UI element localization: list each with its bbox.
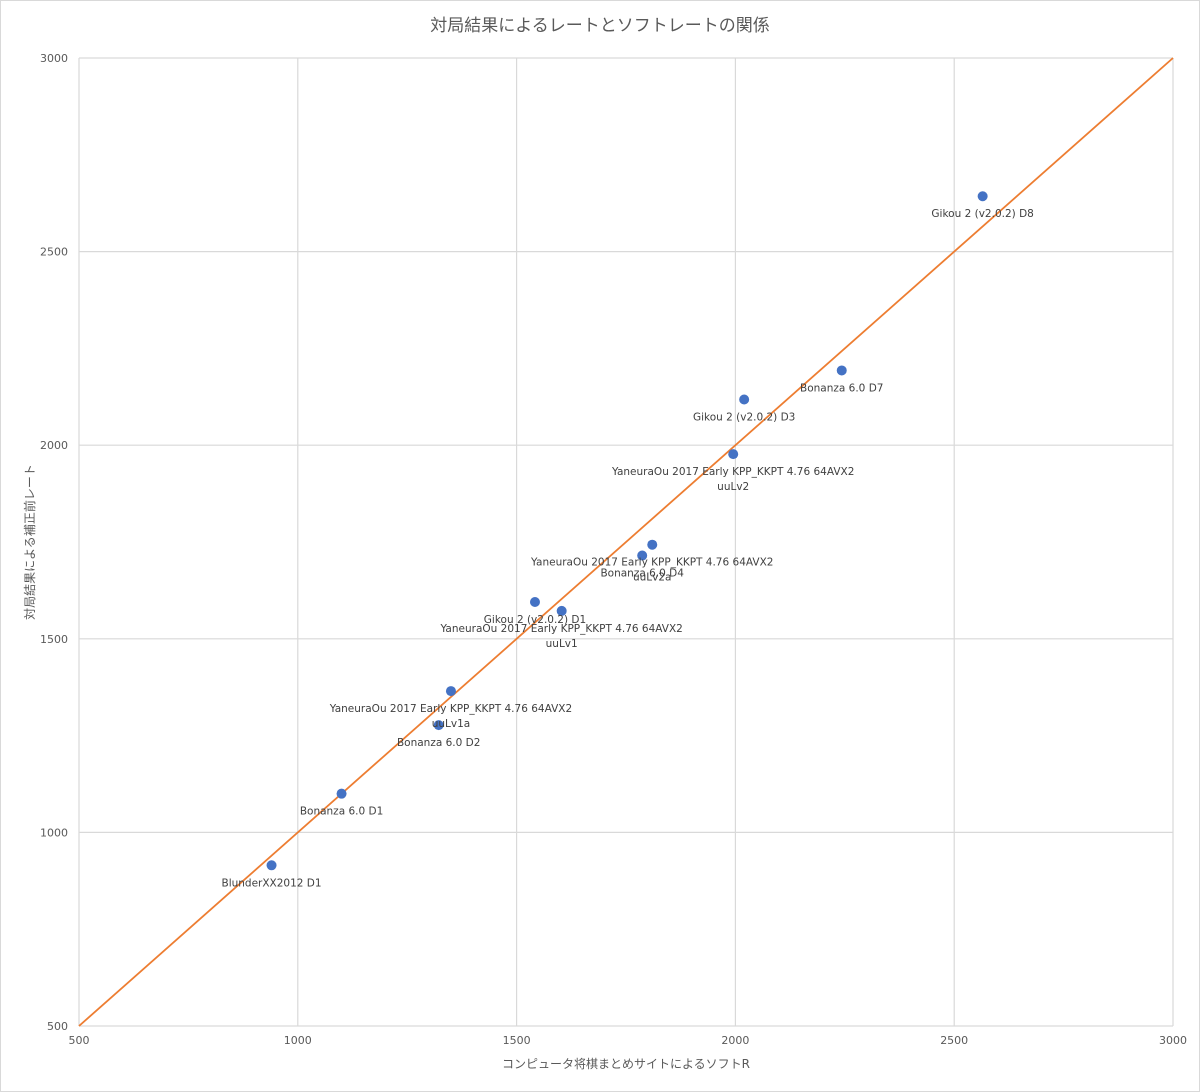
data-point [647,539,658,550]
data-point [529,597,540,608]
reference-line-layer [78,57,1174,1027]
gridlines [78,57,1174,1027]
data-label: uuLv1 [546,638,578,650]
data-point [637,550,648,561]
chart-title: 対局結果によるレートとソフトレートの関係 [430,16,770,36]
data-label: uuLv1a [432,718,471,730]
y-tick-label: 2500 [40,246,68,259]
x-tick-label: 2000 [721,1034,749,1047]
x-tick-label: 2500 [940,1034,968,1047]
y-tick-label: 1000 [40,826,68,839]
data-label: Bonanza 6.0 D2 [397,737,480,749]
data-point [445,686,456,697]
data-point [728,449,739,460]
y-tick-label: 3000 [40,52,68,65]
data-label: Bonanza 6.0 D7 [800,382,883,394]
data-point [266,860,277,871]
x-axis-title: コンピュータ将棋まとめサイトによるソフトR [502,1057,750,1071]
data-labels: BlunderXX2012 D1 Bonanza 6.0 D1 Bonanza 6.… [221,208,1033,889]
data-label: Gikou 2 (v2.0.2) D8 [931,208,1033,220]
data-label: YaneuraOu 2017 Early KPP_KKPT 4.76 64AVX… [329,703,572,715]
data-label: YaneuraOu 2017 Early KPP_KKPT 4.76 64AVX… [611,466,854,478]
x-tick-label: 500 [69,1034,90,1047]
data-label: Gikou 2 (v2.0.2) D1 [484,614,586,626]
data-point [433,720,444,731]
y-tick-label: 500 [47,1020,68,1033]
y-tick-label: 1500 [40,633,68,646]
data-point [336,788,347,799]
y-axis-title: 対局結果による補正前レート [22,464,37,620]
data-label: Bonanza 6.0 D1 [300,806,383,818]
x-tick-label: 3000 [1159,1034,1187,1047]
data-label: Bonanza 6.0 D4 [600,568,684,580]
x-tick-label: 1000 [284,1034,312,1047]
data-points [266,191,988,871]
data-label: uuLv2a [633,572,672,584]
data-label: Gikou 2 (v2.0.2) D3 [693,412,795,424]
data-point [977,191,988,202]
data-label: BlunderXX2012 D1 [221,877,321,889]
data-label: YaneuraOu 2017 Early KPP_KKPT 4.76 64AVX… [439,623,682,635]
data-point [556,605,567,616]
reference-line [78,57,1174,1027]
tick-labels: 500 1000 1500 2000 2500 3000 500 1000 1500 2000 25… [40,52,1187,1047]
data-point [836,365,847,376]
data-label: uuLv2 [717,481,749,493]
x-tick-label: 1500 [503,1034,531,1047]
data-label: YaneuraOu 2017 Early KPP_KKPT 4.76 64AVX… [530,557,773,569]
data-point [739,394,750,405]
y-tick-label: 2000 [40,439,68,452]
